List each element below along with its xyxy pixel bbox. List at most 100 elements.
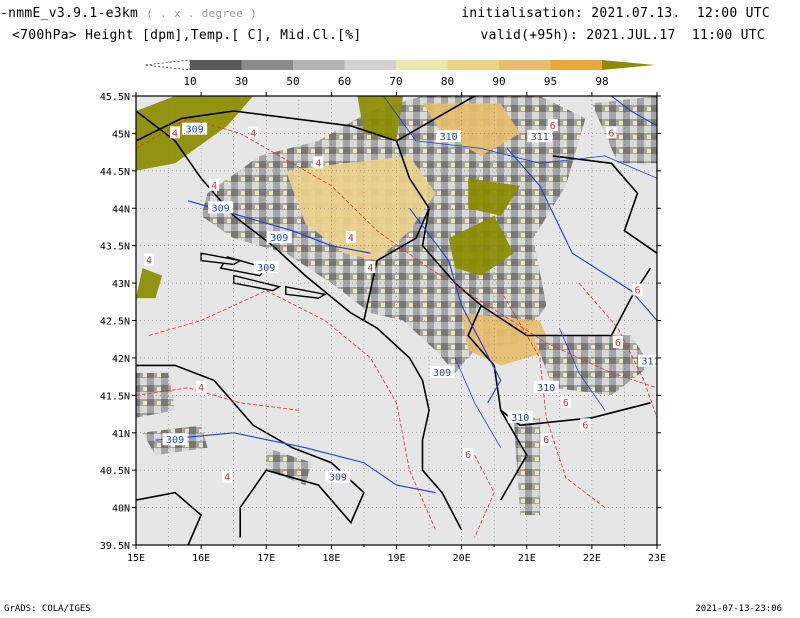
colorbar-tick-label: 80 [441,75,454,88]
footer-timestamp: 2021-07-13-23:06 [695,604,782,614]
height-contour-label: 309 [433,368,451,379]
valid-value: 2021.JUL.17 11:00 UTC [586,28,765,43]
colorbar-tick-label: 95 [544,75,557,88]
border-line [421,208,528,501]
river-line [558,327,606,411]
cloud-field-apulia [266,447,312,486]
height-contour [155,432,436,494]
lat-tick-label: 45N [112,129,130,140]
height-contour-label: 311 [641,357,659,368]
height-contour [506,148,657,321]
temperature-contour [136,117,657,389]
island [285,285,327,299]
colorbar-tick-label: 10 [183,75,196,88]
height-contour-label: 309 [212,203,230,214]
temperature-contour-label: 6 [634,286,640,297]
lon-tick-label: 21E [518,553,536,564]
lat-tick-label: 43.5N [100,242,130,253]
temp-label-bg [463,448,474,461]
temp-label-bg [365,261,376,274]
lat-tick-label: 44.5N [100,167,130,178]
colorbar-tick-label: 60 [338,75,351,88]
cloud-core-adriatic [136,268,163,299]
cloud-core-serbia [448,215,514,276]
colorbar-lower-cap [144,59,191,71]
colorbar-tick-label: 70 [389,75,402,88]
temperature-contour-label: 6 [465,450,471,461]
temp-label-bg [541,433,552,446]
height-contour-label: 309 [186,125,204,136]
temperature-contour-label: 4 [315,158,321,169]
colorbar-swatch [344,60,396,70]
temp-label-bg [580,418,591,431]
border-line [136,110,397,142]
init-value: 2021.07.13. 12:00 UTC [591,6,770,21]
height-contour [409,207,502,404]
temp-label-bg [144,253,155,266]
height-label-bg [527,130,553,143]
temperature-contour-label: 6 [543,435,549,446]
temperature-contour-label: 6 [550,121,556,132]
colorbar-swatch [447,60,499,70]
temperature-contour-label: 6 [563,398,569,409]
variables-title: <700hPa> Height [dpm],Temp.[ C], Mid.Cl.… [12,28,362,43]
height-contour-label: 309 [270,233,288,244]
lat-tick-label: 41N [112,429,130,440]
temperature-contour-label: 6 [615,338,621,349]
temp-label-bg [632,283,643,296]
height-contour-label: 309 [329,473,347,484]
lat-tick-label: 40.5N [100,466,130,477]
lon-tick-label: 17E [257,553,275,564]
temp-label-bg [560,395,571,408]
height-label-bg [266,231,292,244]
cloud-field-greece [513,417,540,516]
colorbar-tick-label: 50 [286,75,299,88]
height-contour-label: 310 [440,132,458,143]
height-contour-label: 310 [511,413,529,424]
height-label-bg [253,261,279,274]
colorbar-swatch [396,60,448,70]
temp-label-bg [313,156,324,169]
lat-tick-label: 42.5N [100,317,130,328]
temp-label-bg [170,126,181,139]
temperature-contour-label: 4 [224,473,230,484]
temp-label-bg [209,178,220,191]
model-unit: ( . x . degree ) [146,7,258,20]
temperature-contour [136,387,299,411]
temp-label-bg [606,126,617,139]
temperature-contour [500,290,606,508]
cloud-field-kosovo [461,313,553,366]
temperature-contour-label: 4 [367,263,373,274]
model-title: -nmmE_v3.9.1-e3km ( . x . degree ) [0,6,257,21]
height-contour-label: 311 [531,132,549,143]
valid-line: valid(+95h): 2021.JUL.17 11:00 UTC [481,28,765,43]
lon-tick-label: 19E [387,553,405,564]
lon-tick-label: 18E [322,553,340,564]
height-label-bg [533,380,559,393]
lon-tick-label: 15E [127,553,145,564]
temperature-contour [148,290,436,531]
colorbar-tick-label: 30 [235,75,248,88]
temperature-contour-label: 4 [348,233,354,244]
colorbar-swatch [241,60,293,70]
cloud-field-north [422,103,521,156]
height-label-bg [507,410,533,423]
lon-tick-label: 20E [453,553,471,564]
lat-tick-label: 39.5N [100,541,130,552]
lat-tick-label: 40N [112,504,130,515]
colorbar-tick-label: 98 [595,75,608,88]
height-contour-label: 310 [537,383,555,394]
height-contour [611,96,657,127]
colorbar-tick-label: 90 [492,75,505,88]
lat-tick-label: 45.5N [100,92,130,103]
temp-label-bg [612,335,623,348]
lat-tick-label: 42N [112,354,130,365]
init-label: initialisation: [461,6,584,21]
temperature-contour-label: 6 [608,128,614,139]
valid-label: valid(+95h): [480,28,579,43]
lat-tick-label: 41.5N [100,391,130,402]
height-label-bg [208,201,234,214]
colorbar-upper-cap [602,60,655,70]
colorbar-swatch [550,60,602,70]
